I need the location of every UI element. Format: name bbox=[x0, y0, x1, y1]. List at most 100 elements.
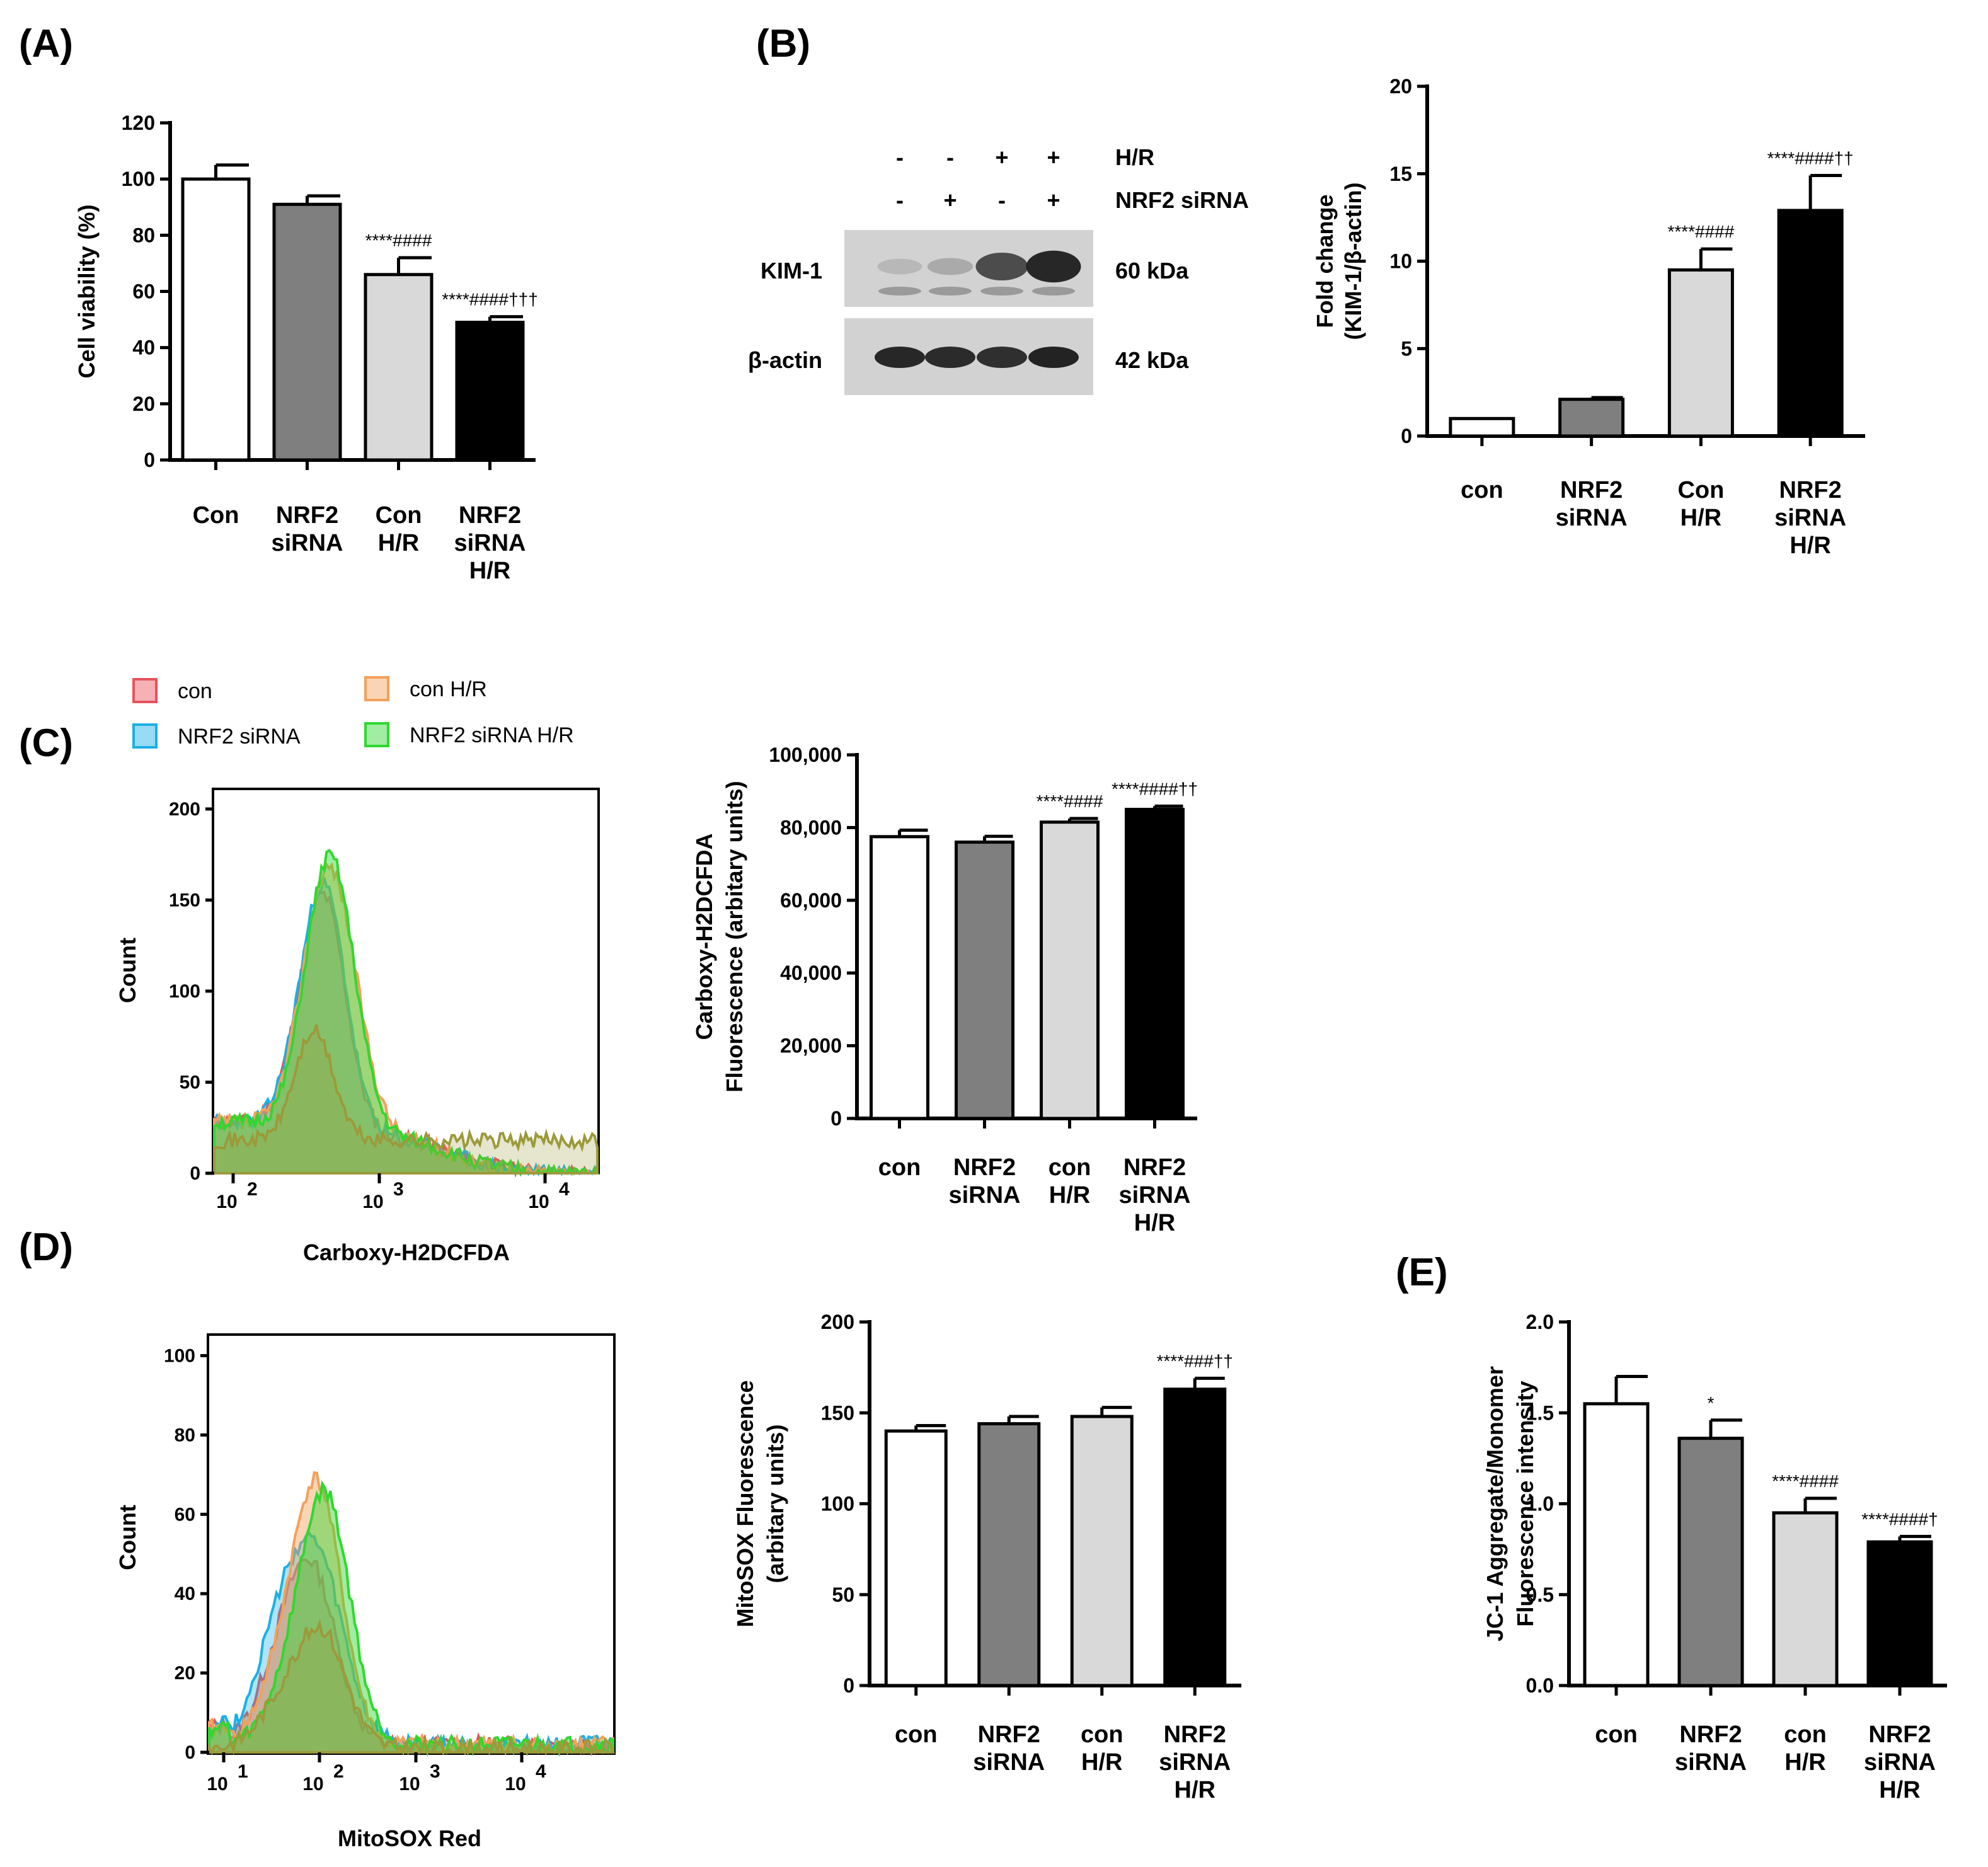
bar bbox=[1667, 268, 1734, 438]
bar bbox=[181, 177, 251, 462]
flow-c-ytick-label: 100 bbox=[169, 981, 200, 1002]
y-tick-label: 40 bbox=[132, 336, 155, 359]
significance-annotation: ****#### bbox=[1037, 791, 1103, 811]
blot-sign-hr: - bbox=[896, 144, 904, 170]
legend-swatch bbox=[364, 722, 389, 747]
flow-c-ylabel: Count bbox=[115, 938, 141, 1003]
bar bbox=[1866, 1540, 1933, 1687]
flow-c-xtick-exp: 4 bbox=[559, 1179, 570, 1200]
blot-band-kim1-lower bbox=[929, 287, 972, 296]
flow-c-xtick-label: 10 bbox=[362, 1192, 383, 1212]
blot-band-actin bbox=[977, 347, 1027, 368]
panel-label-d: (D) bbox=[19, 1226, 73, 1269]
flow-c-ytick-label: 200 bbox=[169, 799, 200, 820]
bar bbox=[1772, 1511, 1839, 1687]
legend-label: con H/R bbox=[410, 677, 487, 701]
flow-d-ytick-label: 60 bbox=[175, 1504, 195, 1525]
significance-annotation: ****#### bbox=[365, 231, 432, 250]
category-label: NRF2 bbox=[1679, 1721, 1742, 1748]
category-label: siRNA bbox=[1774, 505, 1846, 531]
y-tick-label: 0 bbox=[830, 1107, 842, 1130]
panel-label-e: (E) bbox=[1396, 1251, 1448, 1294]
significance-annotation: ****#### bbox=[1772, 1471, 1839, 1491]
y-axis-label-line2: (arbitary units) bbox=[762, 1424, 788, 1583]
bar-chart-jc1: 0.0 0.5 1.0 1.5 2.0 JC-1 Aggregate/Monomer Flu… bbox=[1482, 1311, 1947, 1803]
flow-d-ytick-label: 40 bbox=[175, 1583, 195, 1604]
blot-kim1-label: KIM-1 bbox=[761, 258, 822, 284]
category-label: H/R bbox=[1784, 1749, 1825, 1776]
category-label: siRNA bbox=[454, 530, 526, 556]
blot-actin-label: β-actin bbox=[748, 347, 822, 373]
y-tick-label: 20 bbox=[132, 393, 155, 415]
y-tick-label: 80,000 bbox=[780, 816, 842, 839]
category-label: H/R bbox=[469, 558, 510, 584]
blot-band-kim1-lower bbox=[878, 287, 921, 296]
y-axis-label-line2: (KIM-1/β-actin) bbox=[1340, 183, 1366, 340]
category-label: siRNA bbox=[973, 1749, 1045, 1776]
bar bbox=[1777, 209, 1844, 438]
y-tick-label: 10 bbox=[1389, 250, 1412, 273]
category-label: H/R bbox=[1081, 1749, 1122, 1776]
y-tick-label: 15 bbox=[1389, 163, 1412, 185]
legend-swatch bbox=[364, 676, 389, 701]
bar bbox=[272, 202, 342, 462]
bar bbox=[884, 1429, 948, 1687]
category-label: H/R bbox=[1049, 1182, 1090, 1209]
blot-row1-label: H/R bbox=[1115, 144, 1154, 170]
significance-annotation: ****####†† bbox=[1767, 149, 1854, 168]
flow-d-ytick-label: 100 bbox=[164, 1345, 195, 1366]
blot-sign-hr: + bbox=[1047, 144, 1060, 170]
flow-d-axes: 0 20 40 60 80 100 10 1 10 2 10 3 10 4 bbox=[164, 1345, 546, 1795]
category-label: con bbox=[1049, 1154, 1091, 1181]
legend-swatch bbox=[132, 723, 158, 749]
flow-c-frame bbox=[212, 788, 600, 1175]
flow-c-ytick-label: 150 bbox=[169, 890, 200, 911]
significance-annotation: * bbox=[1708, 1393, 1715, 1413]
histogram-d-inner-peak bbox=[208, 1619, 615, 1757]
category-label: siRNA bbox=[948, 1182, 1020, 1209]
y-tick-label: 0 bbox=[1401, 425, 1412, 447]
category-label: H/R bbox=[378, 530, 419, 556]
bar bbox=[1449, 416, 1515, 438]
category-label: Con bbox=[376, 502, 422, 529]
blot-sign-hr: - bbox=[946, 144, 954, 170]
y-tick-label: 100 bbox=[122, 168, 155, 190]
category-label: NRF2 bbox=[459, 502, 521, 529]
blot-sign-sirna: - bbox=[896, 187, 904, 213]
blot-sign-sirna: + bbox=[943, 187, 957, 213]
blot-bands bbox=[875, 250, 1081, 368]
flow-d-ylabel: Count bbox=[115, 1505, 141, 1570]
y-tick-label: 0 bbox=[144, 449, 155, 471]
bar-chart-cell-viability: 0 20 40 60 80 100 120 Cell viability (%) Con NRF2… bbox=[74, 112, 538, 584]
category-label: siRNA bbox=[1159, 1749, 1231, 1776]
y-tick-label: 50 bbox=[832, 1583, 854, 1606]
y-tick-label: 20,000 bbox=[780, 1035, 842, 1057]
category-label: NRF2 bbox=[1868, 1721, 1931, 1748]
y-axis-label-line2: Fluorescence (arbitary units) bbox=[721, 781, 747, 1092]
bar-chart-kim1-fold-change: 0 5 10 15 20 Fold change (KIM-1/β-actin) con NRF… bbox=[1312, 75, 1865, 559]
bar bbox=[1040, 820, 1100, 1120]
legend-swatch bbox=[132, 678, 158, 703]
flow-d-xtick-label: 10 bbox=[207, 1774, 227, 1795]
category-label: NRF2 bbox=[1123, 1154, 1186, 1181]
bar bbox=[364, 273, 434, 462]
category-label: NRF2 bbox=[1164, 1721, 1226, 1748]
bar-chart-carboxy-h2dcfda: 0 20,000 40,000 60,000 80,000 100,000 Carboxy-… bbox=[691, 744, 1198, 1236]
blot-band-actin bbox=[1028, 347, 1079, 368]
significance-annotation: ****####†† bbox=[1112, 779, 1198, 798]
y-tick-label: 1.5 bbox=[1526, 1401, 1554, 1424]
y-tick-label: 120 bbox=[122, 112, 155, 134]
flow-d-xtick-exp: 4 bbox=[536, 1761, 546, 1782]
y-axis-label: Carboxy-H2DCFDA bbox=[691, 833, 717, 1040]
bar bbox=[1163, 1387, 1227, 1687]
legend-label: con bbox=[178, 679, 212, 703]
significance-annotation: ****####††† bbox=[442, 290, 538, 309]
flow-d-xtick-label: 10 bbox=[399, 1774, 420, 1795]
flow-d-ytick-label: 20 bbox=[175, 1663, 195, 1684]
flow-histogram-mitosox: 0 20 40 60 80 100 10 1 10 2 10 3 10 4 Count MitoSOX R… bbox=[115, 1333, 616, 1851]
flow-c-xtick-label: 10 bbox=[528, 1192, 549, 1212]
blot-band-actin bbox=[925, 347, 975, 368]
blot-row2-label: NRF2 siRNA bbox=[1115, 187, 1249, 213]
y-tick-label: 200 bbox=[821, 1311, 854, 1333]
